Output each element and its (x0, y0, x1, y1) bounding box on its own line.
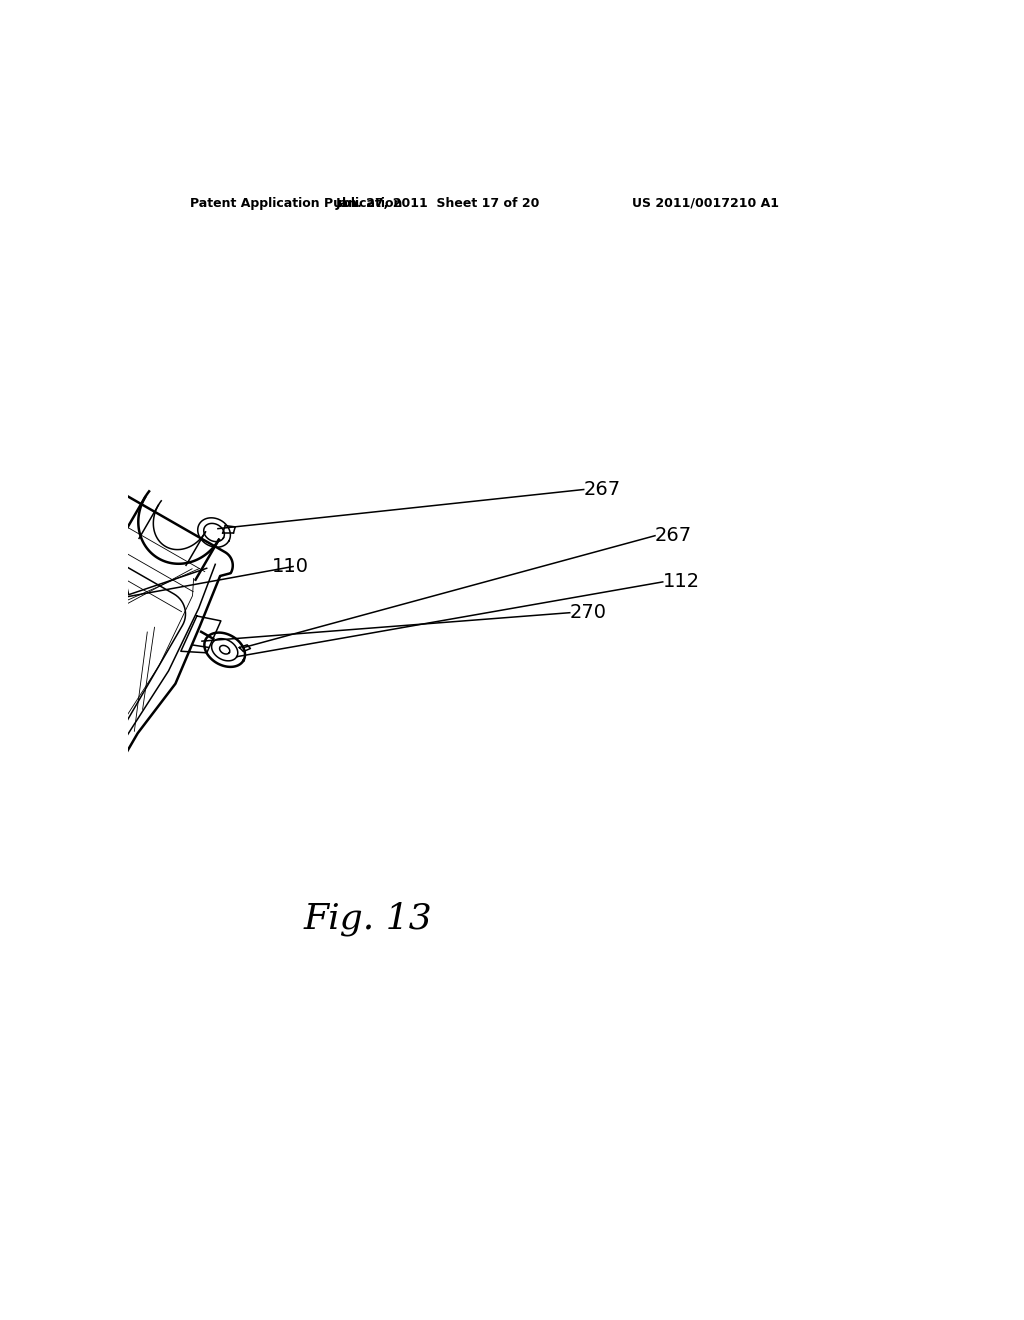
Text: 270: 270 (569, 603, 607, 622)
Text: 267: 267 (655, 527, 692, 545)
Text: Fig. 13: Fig. 13 (304, 902, 432, 936)
Text: Patent Application Publication: Patent Application Publication (190, 197, 402, 210)
Text: US 2011/0017210 A1: US 2011/0017210 A1 (632, 197, 778, 210)
Text: Jan. 27, 2011  Sheet 17 of 20: Jan. 27, 2011 Sheet 17 of 20 (336, 197, 541, 210)
Text: 267: 267 (584, 480, 621, 499)
Text: 110: 110 (271, 557, 308, 576)
Text: 112: 112 (663, 573, 699, 591)
